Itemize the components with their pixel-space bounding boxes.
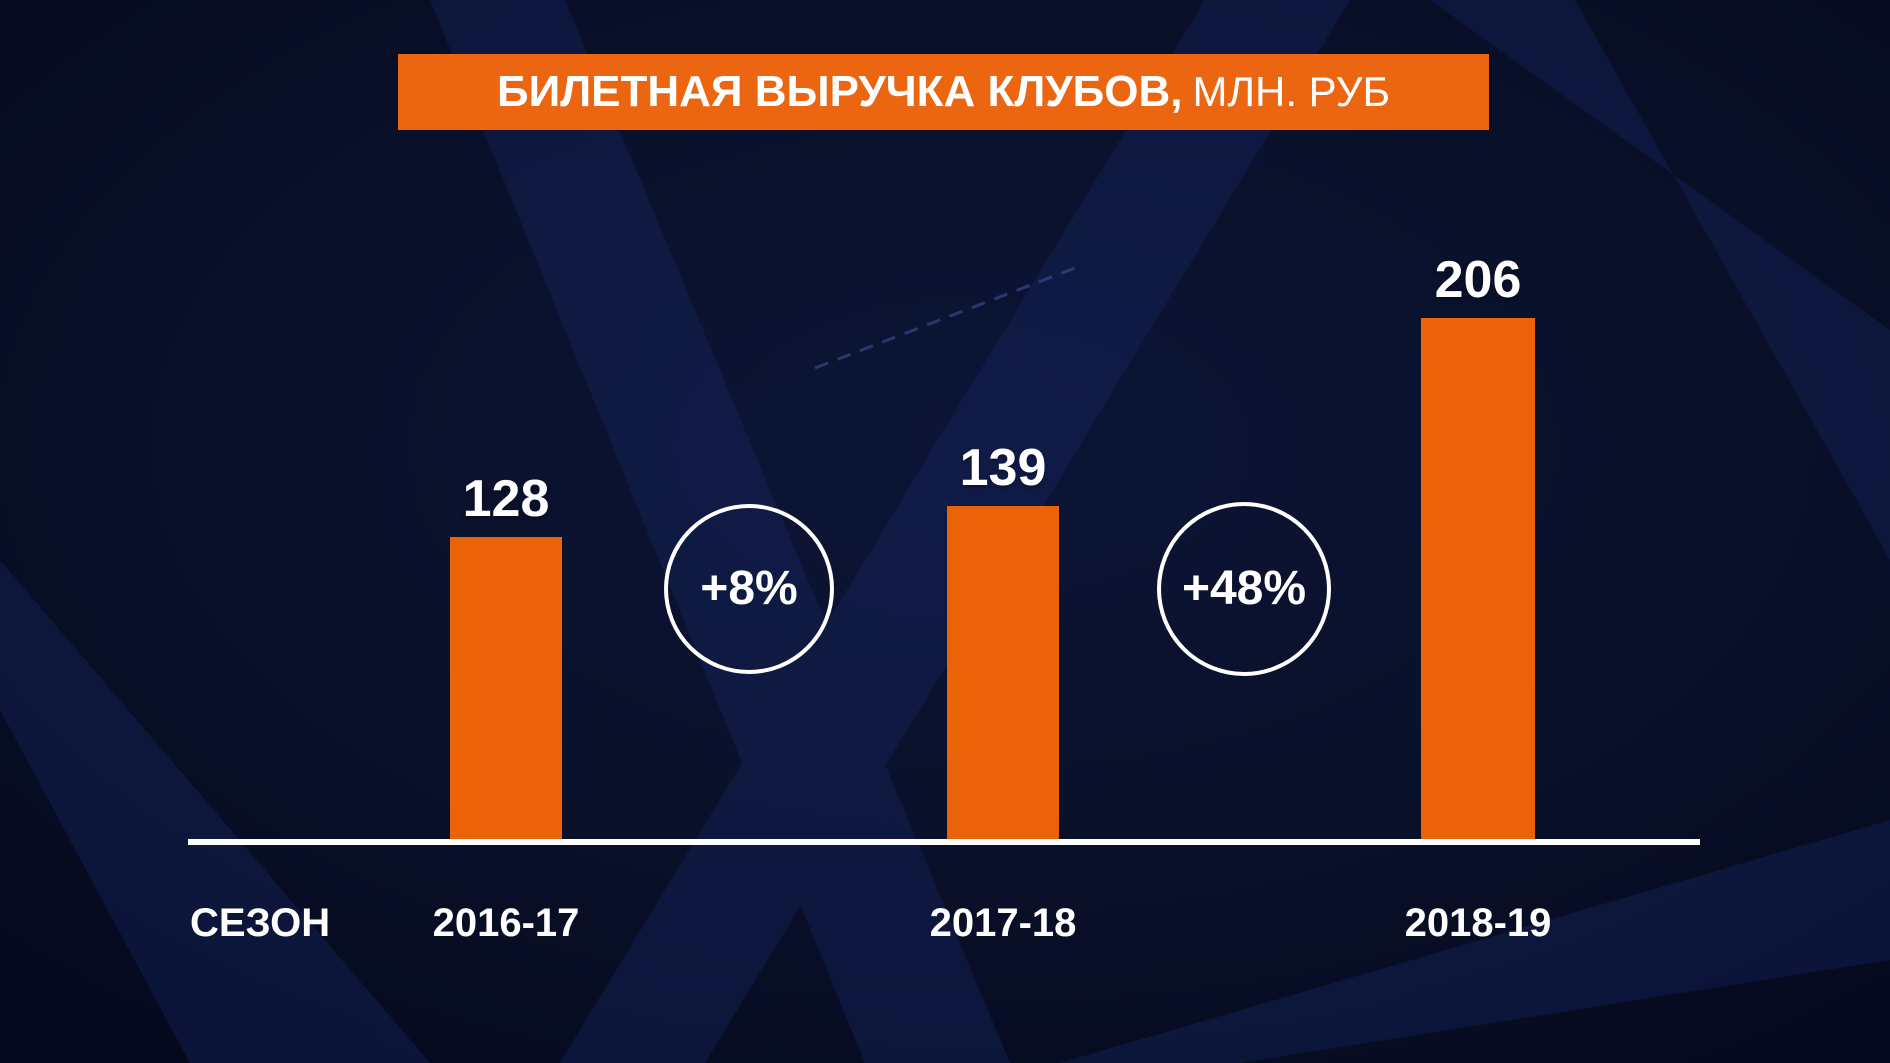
category-label-2017-18: 2017-18: [929, 901, 1077, 945]
bar-2018-19: [1421, 318, 1535, 839]
bar-value-label-2016-17: 128: [462, 470, 550, 528]
category-label-2016-17: 2016-17: [432, 901, 580, 945]
bar-group-2016-17: 128: [450, 473, 562, 839]
chart-title-banner: БИЛЕТНАЯ ВЫРУЧКА КЛУБОВ, МЛН. РУБ: [398, 54, 1489, 130]
bar-2016-17: [450, 537, 562, 839]
growth-badge-2: +48%: [1157, 502, 1331, 676]
bar-group-2017-18: 139: [947, 442, 1059, 839]
growth-badge-2-label: +48%: [1181, 562, 1307, 615]
category-label-2018-19: 2018-19: [1404, 901, 1552, 945]
bar-group-2018-19: 206: [1421, 254, 1535, 839]
x-axis-line: [188, 839, 1700, 845]
bar-value-label-2017-18: 139: [959, 439, 1047, 497]
x-axis-title: СЕЗОН: [190, 901, 331, 945]
bar-2017-18: [947, 506, 1059, 839]
growth-badge-1-label: +8%: [700, 562, 798, 615]
chart-title-units: МЛН. РУБ: [1192, 68, 1391, 115]
growth-badge-1: +8%: [664, 504, 834, 674]
bar-value-label-2018-19: 206: [1434, 251, 1522, 309]
chart-title: БИЛЕТНАЯ ВЫРУЧКА КЛУБОВ,: [496, 67, 1183, 116]
